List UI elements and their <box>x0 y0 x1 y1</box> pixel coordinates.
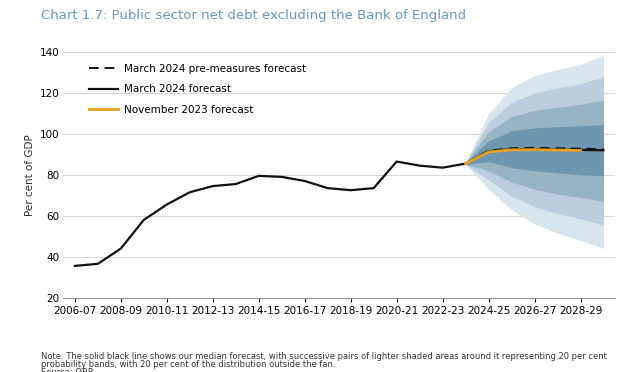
Text: Source: OBR: Source: OBR <box>41 368 94 372</box>
Text: probability bands, with 20 per cent of the distribution outside the fan.: probability bands, with 20 per cent of t… <box>41 360 336 369</box>
Legend: March 2024 pre-measures forecast, March 2024 forecast, November 2023 forecast: March 2024 pre-measures forecast, March … <box>85 60 310 119</box>
Text: Note: The solid black line shows our median forecast, with successive pairs of l: Note: The solid black line shows our med… <box>41 352 607 360</box>
Y-axis label: Per cent of GDP: Per cent of GDP <box>25 134 36 216</box>
Text: Chart 1.7: Public sector net debt excluding the Bank of England: Chart 1.7: Public sector net debt exclud… <box>41 9 467 22</box>
